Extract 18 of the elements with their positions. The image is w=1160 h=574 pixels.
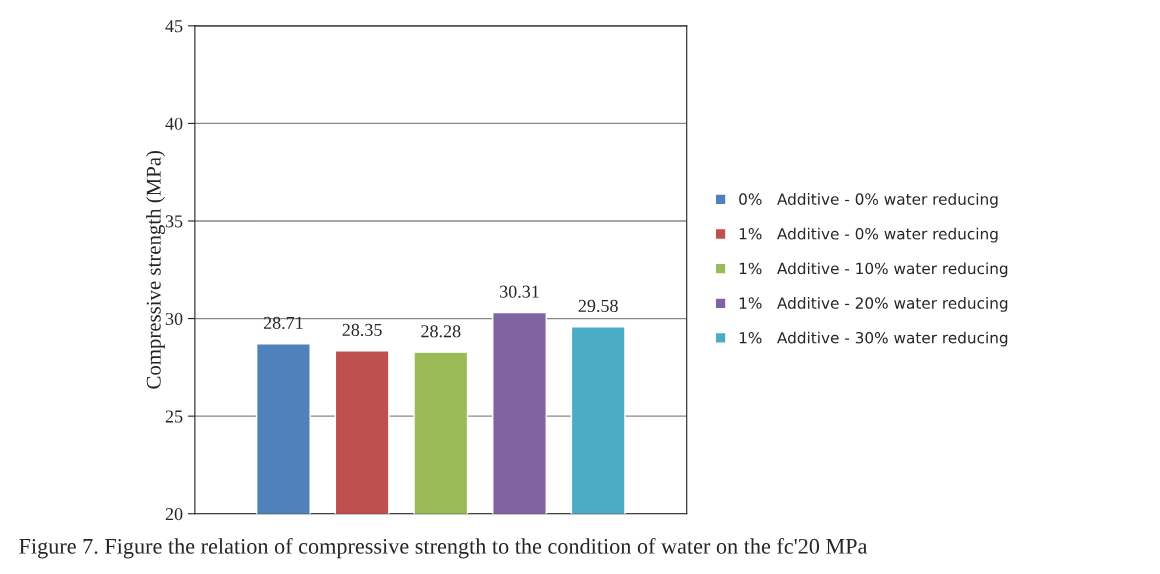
caption: Figure 7. Figure the relation of compressive strength to the condition of water on the fc'20 MPa xyxy=(19,537,868,559)
y-tick-label: 40 xyxy=(165,117,183,130)
data-label: 28.28 xyxy=(421,325,461,338)
data-label: 29.58 xyxy=(578,299,618,313)
data-label: 30.31 xyxy=(500,285,539,298)
y-tick-label: 25 xyxy=(165,410,183,423)
legend-label: 0% Additive - 0% water reducing xyxy=(739,193,998,208)
y-tick-label: 35 xyxy=(165,215,183,228)
legend-label: 1% Additive - 30% water reducing xyxy=(739,331,1008,347)
y-tick-label: 30 xyxy=(165,312,183,326)
legend-label: 1% Additive - 10% water reducing xyxy=(739,262,1008,278)
y-tick-label: 45 xyxy=(165,20,183,33)
legend-label: 1% Additive - 0% water reducing xyxy=(739,227,998,243)
y-axis-title: Compressive strength (MPa) xyxy=(146,150,166,389)
y-tick-label: 20 xyxy=(165,507,183,521)
legend-label: 1% Additive - 20% water reducing xyxy=(739,297,1008,312)
data-label: 28.71 xyxy=(263,316,303,330)
data-label: 28.35 xyxy=(342,323,382,337)
